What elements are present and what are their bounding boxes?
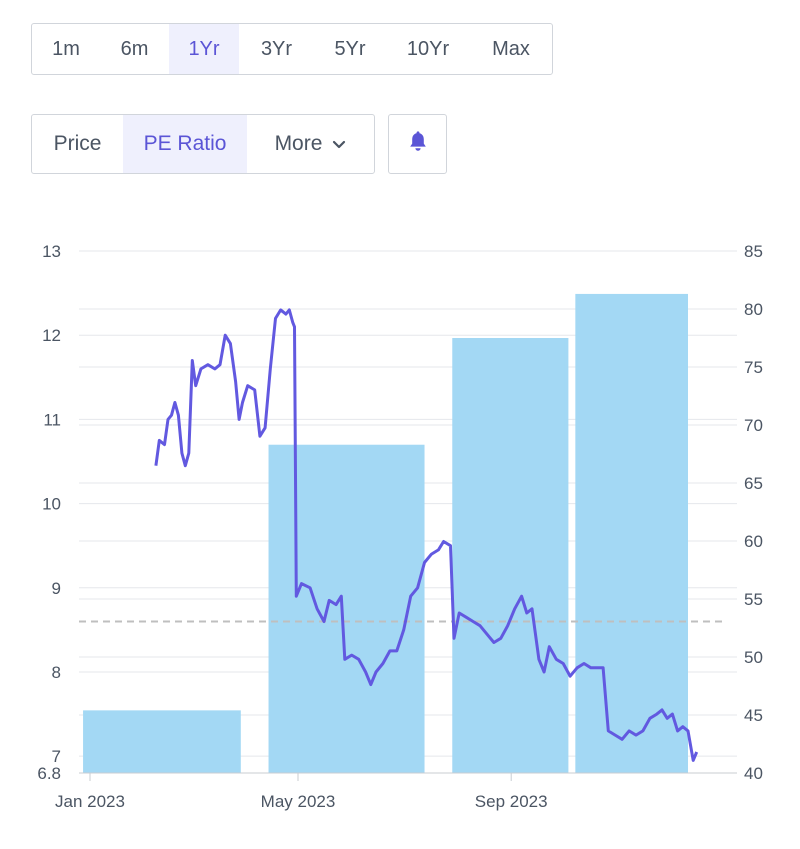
left-axis-tick-label: 6.8 bbox=[37, 764, 61, 783]
more-label: More bbox=[274, 132, 323, 155]
right-axis-tick-label: 75 bbox=[744, 358, 763, 377]
right-axis-tick-label: 70 bbox=[744, 416, 763, 435]
chevron-down-icon bbox=[332, 115, 346, 173]
pe-bar[interactable] bbox=[268, 444, 425, 773]
left-axis-tick-label: 8 bbox=[52, 663, 61, 682]
right-axis-tick-label: 80 bbox=[744, 300, 763, 319]
pe-ratio-line bbox=[154, 308, 699, 762]
pe-ratio-tab[interactable]: PE Ratio bbox=[123, 115, 247, 173]
range-button-5yr[interactable]: 5Yr bbox=[334, 38, 366, 60]
price-tab[interactable]: Price bbox=[53, 132, 102, 155]
right-axis-tick-label: 40 bbox=[744, 764, 763, 783]
pe-bar[interactable] bbox=[83, 710, 241, 773]
left-axis-tick-label: 7 bbox=[52, 747, 61, 766]
x-axis-tick-label: Jan 2023 bbox=[55, 792, 125, 811]
left-axis-tick-label: 13 bbox=[42, 242, 61, 261]
right-axis-tick-label: 85 bbox=[744, 242, 763, 261]
left-axis-tick-label: 12 bbox=[42, 326, 61, 345]
range-button-1yr[interactable]: 1Yr bbox=[169, 24, 239, 74]
bell-icon bbox=[408, 130, 428, 158]
left-axis-ticks: 13 12 11 10 9 8 76.8 bbox=[37, 242, 61, 783]
x-axis-ticks: Jan 2023 May 2023 Sep 2023 bbox=[55, 773, 548, 811]
chart-bars bbox=[83, 293, 688, 773]
right-axis-tick-label: 45 bbox=[744, 706, 763, 725]
right-axis-tick-label: 50 bbox=[744, 648, 763, 667]
range-button-10yr[interactable]: 10Yr bbox=[406, 38, 450, 60]
more-dropdown[interactable]: More bbox=[247, 115, 374, 173]
right-axis-tick-label: 65 bbox=[744, 474, 763, 493]
left-axis-tick-label: 9 bbox=[52, 579, 61, 598]
price-alert-button[interactable] bbox=[388, 114, 447, 174]
left-axis-tick-label: 10 bbox=[42, 495, 61, 514]
x-axis-tick-label: May 2023 bbox=[261, 792, 336, 811]
pe-bar[interactable] bbox=[478, 338, 565, 773]
range-button-3yr[interactable]: 3Yr bbox=[260, 38, 293, 60]
pe-ratio-chart: 13 12 11 10 9 8 76.8 85 80 75 70 65 60 55 50 45 40 Jan … bbox=[37, 242, 763, 811]
range-button-1m[interactable]: 1m bbox=[52, 38, 80, 60]
right-axis-tick-label: 60 bbox=[744, 532, 763, 551]
pe-bar[interactable] bbox=[575, 293, 688, 773]
left-axis-tick-label: 11 bbox=[43, 410, 61, 429]
right-axis-tick-label: 55 bbox=[744, 590, 763, 609]
range-button-max[interactable]: Max bbox=[492, 38, 530, 60]
right-axis-ticks: 85 80 75 70 65 60 55 50 45 40 bbox=[744, 242, 763, 783]
range-button-6m[interactable]: 6m bbox=[120, 38, 149, 60]
range-selector: 1m 6m 1Yr 3Yr 5Yr 10Yr Max bbox=[31, 23, 553, 75]
chart-mode-selector: Price PE Ratio More bbox=[31, 114, 375, 174]
x-axis-tick-label: Sep 2023 bbox=[475, 792, 548, 811]
